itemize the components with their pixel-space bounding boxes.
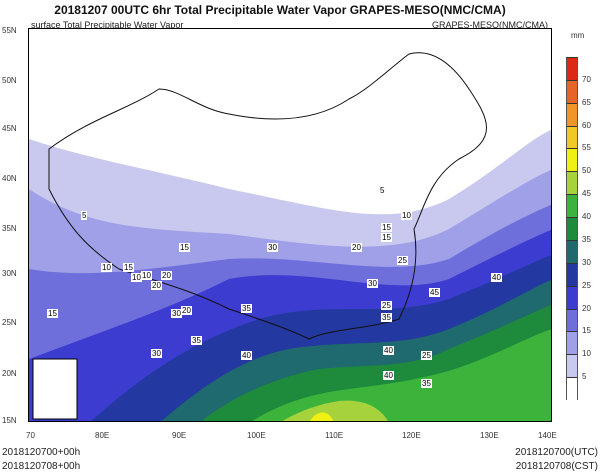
colorbar-swatch: [566, 171, 578, 195]
lon-label: 110E: [325, 431, 344, 440]
contour-label: 5: [379, 186, 386, 195]
colorbar-swatch: [566, 148, 578, 172]
lon-label: 80E: [95, 431, 110, 440]
lon-label: 100E: [247, 431, 266, 440]
contour-label: 25: [397, 256, 408, 265]
contour-label: 25: [381, 301, 392, 310]
colorbar-swatch: [566, 239, 578, 263]
contour-label: 10: [101, 263, 112, 272]
precipitable-water-map: 5 5 10 15 10 15 10 20 15 30 20 15 10 25 30 20 25 40 45 35 40…: [28, 28, 552, 422]
colorbar-tick-label: 70: [582, 74, 591, 84]
contour-label: 30: [367, 279, 378, 288]
contour-label: 30: [171, 309, 182, 318]
colorbar-unit: mm: [571, 31, 585, 40]
colorbar-swatch: [566, 285, 578, 309]
lat-label: 20N: [2, 369, 17, 378]
contour-label: 10: [141, 271, 152, 280]
colorbar-tick-label: 35: [582, 234, 591, 244]
colorbar-tick-label: 10: [582, 349, 591, 359]
colorbar-tick-label: 15: [582, 326, 591, 336]
lon-label: 130E: [480, 431, 499, 440]
colorbar-swatch: [566, 125, 578, 149]
colorbar-swatch: [566, 57, 578, 80]
contour-label: 30: [267, 243, 278, 252]
contour-label: 20: [161, 271, 172, 280]
contour-label: 20: [151, 281, 162, 290]
colorbar-swatch: [566, 102, 578, 126]
colorbar-tick-label: 65: [582, 97, 591, 107]
colorbar-tick-label: 60: [582, 120, 591, 130]
map-canvas: [29, 29, 551, 421]
colorbar-tick-label: 55: [582, 143, 591, 153]
contour-label: 35: [381, 313, 392, 322]
cst-time: 2018120708(CST): [515, 461, 598, 472]
contour-label: 15: [179, 243, 190, 252]
valid-time: 2018120708+00h: [2, 461, 81, 472]
colorbar-swatch: [566, 194, 578, 218]
contour-label: 40: [491, 273, 502, 282]
colorbar-swatch: [566, 308, 578, 332]
utc-time: 2018120700(UTC): [515, 447, 598, 458]
contour-label: 40: [383, 371, 394, 380]
colorbar-tick-label: 5: [582, 372, 587, 382]
colorbar-swatch: [566, 217, 578, 240]
init-time: 2018120700+00h: [2, 447, 81, 458]
lat-label: 30N: [2, 269, 17, 278]
colorbar-tick-label: 40: [582, 212, 591, 222]
china-border: [48, 52, 487, 340]
lat-label: 45N: [2, 124, 17, 133]
contour-label: 40: [241, 351, 252, 360]
lat-label: 25N: [2, 318, 17, 327]
model-subtitle: GRAPES-MESO(NMC/CMA): [431, 20, 548, 30]
colorbar-tick-label: 45: [582, 189, 591, 199]
contour-label: 25: [421, 351, 432, 360]
lon-label: 90E: [172, 431, 187, 440]
lon-label: 70: [26, 431, 35, 440]
contour-label: 20: [351, 243, 362, 252]
lat-label: 50N: [2, 76, 17, 85]
lon-label: 140E: [538, 431, 557, 440]
colorbar-swatch: [566, 262, 578, 286]
contour-label: 45: [429, 288, 440, 297]
contour-label: 15: [47, 309, 58, 318]
colorbar-tick-label: 25: [582, 280, 591, 290]
band-40: [252, 329, 551, 421]
contour-label: 15: [123, 263, 134, 272]
colorbar-swatch: [566, 354, 578, 378]
variable-subtitle: surface Total Precipitable Water Vapor: [31, 20, 184, 30]
contour-label: 15: [381, 233, 392, 242]
colorbar-swatch: [566, 331, 578, 355]
contour-label: 30: [151, 349, 162, 358]
colorbar-tick-label: 20: [582, 303, 591, 313]
lat-label: 55N: [2, 26, 17, 35]
map-title: 20181207 00UTC 6hr Total Precipitable Wa…: [54, 3, 506, 17]
contour-label: 20: [181, 306, 192, 315]
south-china-sea-inset: [32, 358, 78, 420]
contour-label: 10: [401, 211, 412, 220]
contour-label: 35: [191, 336, 202, 345]
colorbar-tick-label: 50: [582, 166, 591, 176]
lat-label: 35N: [2, 224, 17, 233]
contour-label: 15: [381, 223, 392, 232]
contour-label: 35: [241, 304, 252, 313]
lat-label: 15N: [2, 416, 17, 425]
lat-label: 40N: [2, 174, 17, 183]
band-45: [282, 400, 388, 421]
band-50: [310, 412, 334, 421]
contour-label: 10: [131, 273, 142, 282]
contour-label: 5: [81, 211, 88, 220]
colorbar-tick-label: 30: [582, 257, 591, 267]
colorbar-swatch: [566, 377, 578, 400]
contour-label: 40: [383, 346, 394, 355]
colorbar-swatch: [566, 79, 578, 103]
contour-label: 35: [421, 379, 432, 388]
lon-label: 120E: [402, 431, 421, 440]
